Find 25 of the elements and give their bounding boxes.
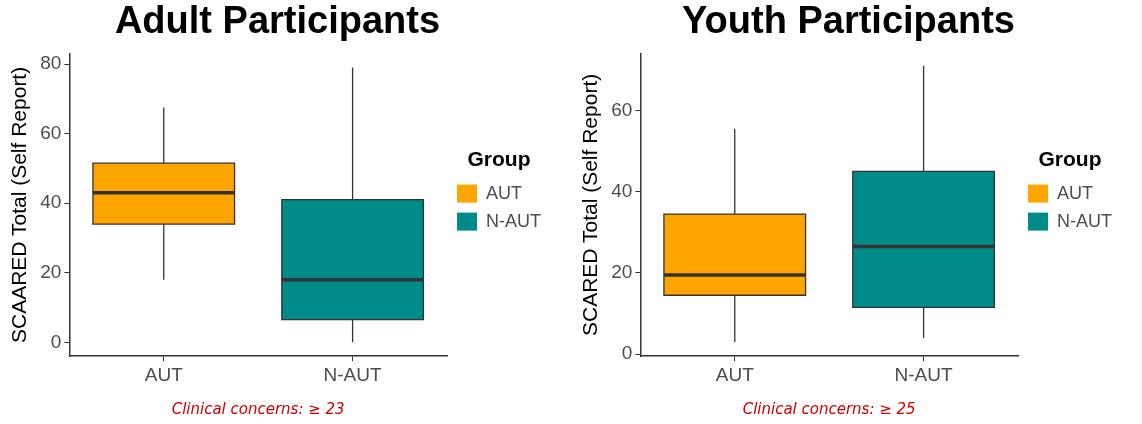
y-tick-label: 60: [40, 121, 62, 143]
y-tick-label: 20: [40, 260, 62, 282]
y-tick-label: 40: [611, 179, 633, 201]
legend-title: Group: [1038, 146, 1102, 170]
legend-label: AUT: [1057, 182, 1094, 203]
x-tick-label: N-AUT: [323, 363, 382, 385]
legend-label: N-AUT: [1057, 210, 1113, 231]
y-axis-title: SCARED Total (Self Report): [578, 73, 602, 336]
x-tick-label: N-AUT: [894, 363, 953, 385]
text: Clinical concerns: ≥ 23: [171, 400, 345, 419]
x-tick-label: AUT: [715, 363, 755, 385]
chart-title: Adult Participants: [114, 0, 441, 42]
legend-title: Group: [467, 146, 531, 170]
y-tick-label: 60: [611, 98, 633, 120]
y-tick-label: 80: [40, 52, 62, 74]
y-axis-title: SCAARED Total (Self Report): [7, 66, 31, 344]
text: Clinical concerns: ≥ 25: [742, 400, 916, 419]
x-tick-label: AUT: [144, 363, 184, 385]
y-tick-label: 20: [611, 261, 633, 283]
legend-label: AUT: [486, 182, 523, 203]
y-tick-label: 0: [50, 330, 62, 352]
y-tick-label: 40: [40, 191, 62, 213]
chart-title: Youth Participants: [682, 0, 1015, 42]
legend-label: N-AUT: [486, 210, 542, 231]
y-tick-label: 0: [621, 342, 633, 364]
